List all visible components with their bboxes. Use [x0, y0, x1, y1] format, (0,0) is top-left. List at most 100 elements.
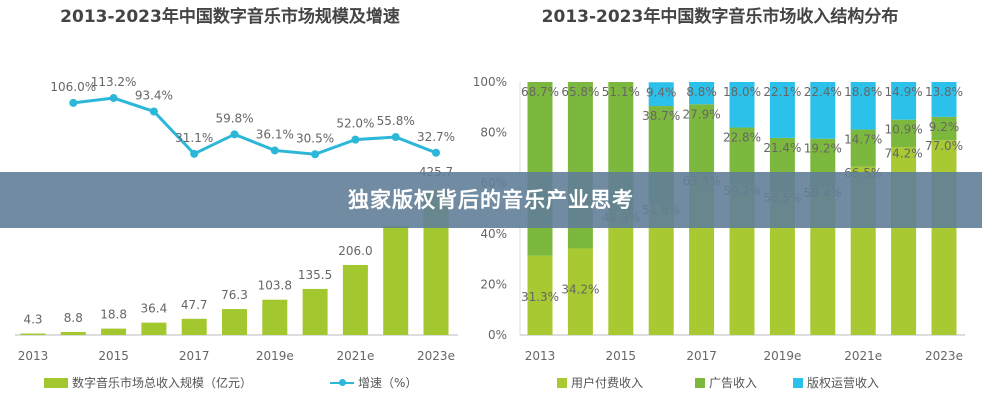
growth-point — [270, 146, 279, 155]
bar-label: 18.8 — [100, 308, 127, 322]
bar-market-size — [262, 299, 288, 335]
bar-label: 206.0 — [338, 244, 372, 258]
growth-label: 55.8% — [377, 114, 415, 128]
x-tick-label: 2017 — [686, 349, 717, 363]
growth-label: 30.5% — [296, 131, 334, 145]
bar-label: 8.8 — [64, 311, 83, 325]
bar-market-size — [60, 332, 86, 335]
growth-point — [432, 148, 440, 157]
growth-line — [73, 96, 437, 156]
segment-label: 74.2% — [885, 146, 923, 160]
legend-item-growth: 增速（%） — [330, 374, 417, 391]
segment-label: 65.8% — [561, 85, 599, 99]
segment-label: 27.9% — [683, 107, 721, 121]
growth-label: 52.0% — [336, 117, 374, 131]
stacked-segment — [931, 82, 957, 117]
growth-label: 113.2% — [91, 75, 137, 89]
bar-market-size — [342, 264, 368, 335]
bar-label: 76.3 — [221, 288, 248, 302]
legend-line-icon — [330, 378, 354, 386]
stacked-segment — [567, 248, 593, 335]
stacked-segment — [931, 140, 957, 335]
legend-label: 用户付费收入 — [571, 376, 644, 390]
segment-label: 21.4% — [763, 141, 801, 155]
growth-point — [311, 150, 320, 159]
stacked-segment — [891, 119, 917, 148]
bar-label: 4.3 — [23, 313, 42, 327]
x-tick-label: 2021e — [844, 349, 882, 363]
right-chart-title: 2013-2023年中国数字音乐市场收入结构分布 — [541, 7, 899, 27]
legend-label: 数字音乐市场总收入规模（亿元） — [72, 376, 253, 390]
y-tick-label: 40% — [480, 227, 507, 241]
bar-label: 36.4 — [141, 302, 168, 316]
growth-label: 106.0% — [50, 80, 96, 94]
x-tick-label: 2019e — [763, 349, 801, 363]
bar-market-size — [181, 318, 207, 335]
y-tick-label: 0% — [488, 328, 507, 342]
stacked-segment — [527, 255, 553, 335]
stacked-segment — [769, 82, 795, 138]
stacked-segment — [608, 211, 634, 335]
x-tick-label: 2023e — [925, 349, 963, 363]
legend-label: 版权运营收入 — [807, 376, 880, 390]
bar-label: 135.5 — [298, 268, 332, 282]
x-tick-label: 2017 — [179, 349, 210, 363]
stacked-segment — [689, 104, 715, 175]
stacked-segment — [729, 82, 755, 128]
growth-label: 36.1% — [256, 127, 294, 141]
stacked-segment — [891, 82, 917, 120]
growth-label: 32.7% — [417, 130, 455, 144]
segment-label: 22.1% — [763, 85, 801, 99]
segment-label: 9.4% — [646, 85, 677, 99]
segment-label: 22.4% — [804, 85, 842, 99]
legend-label: 增速（%） — [358, 376, 418, 390]
segment-label: 34.2% — [561, 282, 599, 296]
bar-label: 103.8 — [258, 279, 292, 293]
segment-label: 22.8% — [723, 131, 761, 145]
x-tick-label: 2015 — [98, 349, 129, 363]
growth-point — [351, 135, 360, 144]
segment-label: 19.2% — [804, 142, 842, 156]
y-tick-label: 20% — [480, 277, 507, 291]
segment-label: 51.1% — [602, 85, 640, 99]
stacked-segment — [850, 82, 876, 130]
legend-label: 广告收入 — [709, 376, 758, 390]
x-tick-label: 2021e — [336, 349, 374, 363]
left-chart-title: 2013-2023年中国数字音乐市场规模及增速 — [60, 7, 400, 27]
x-tick-label: 2013 — [18, 349, 49, 363]
stacked-segment — [850, 129, 876, 167]
legend-item-user-pay: 用户付费收入 — [557, 374, 643, 391]
x-tick-label: 2019e — [256, 349, 294, 363]
segment-label: 13.8% — [925, 85, 963, 99]
stacked-segment — [689, 82, 715, 105]
bar-market-size — [302, 288, 328, 335]
growth-label: 93.4% — [135, 88, 173, 102]
growth-point — [109, 94, 118, 103]
legend-swatch — [44, 377, 68, 388]
legend-item-market-size: 数字音乐市场总收入规模（亿元） — [44, 374, 252, 391]
growth-label: 31.1% — [175, 131, 213, 145]
segment-label: 10.9% — [885, 123, 923, 137]
bar-market-size — [101, 328, 127, 335]
y-tick-label: 100% — [473, 75, 507, 89]
segment-label: 31.3% — [521, 290, 559, 304]
legend-swatch — [695, 377, 705, 388]
bar-market-size — [222, 309, 247, 335]
x-tick-label: 2015 — [606, 349, 637, 363]
bar-market-size — [141, 322, 167, 335]
segment-label: 8.8% — [686, 85, 717, 99]
legend-item-copyright: 版权运营收入 — [793, 374, 879, 391]
legend-swatch — [793, 377, 803, 388]
stacked-segment — [527, 82, 553, 256]
article-title-banner: 独家版权背后的音乐产业思考 — [0, 172, 982, 228]
growth-label: 59.8% — [215, 111, 253, 125]
x-tick-label: 2013 — [525, 349, 556, 363]
segment-label: 9.2% — [929, 120, 960, 134]
growth-point — [391, 133, 400, 142]
segment-label: 68.7% — [521, 85, 559, 99]
segment-label: 38.7% — [642, 109, 680, 123]
y-tick-label: 80% — [480, 126, 507, 140]
x-tick-label: 2023e — [417, 349, 455, 363]
bar-market-size — [383, 225, 409, 335]
